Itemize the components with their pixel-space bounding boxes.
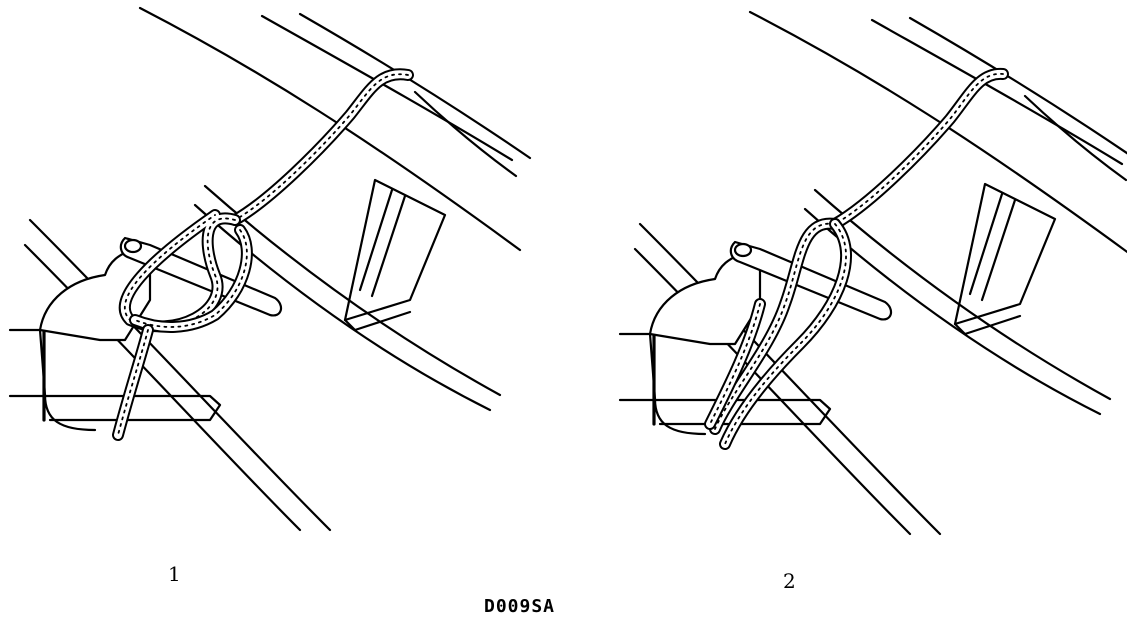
panel-2-drawing bbox=[618, 10, 1127, 536]
panel-1-drawing bbox=[8, 6, 532, 532]
panel-2-label: 2 bbox=[783, 569, 796, 593]
figure-code: D009SA bbox=[484, 596, 556, 617]
panel-1-label: 1 bbox=[168, 562, 181, 586]
